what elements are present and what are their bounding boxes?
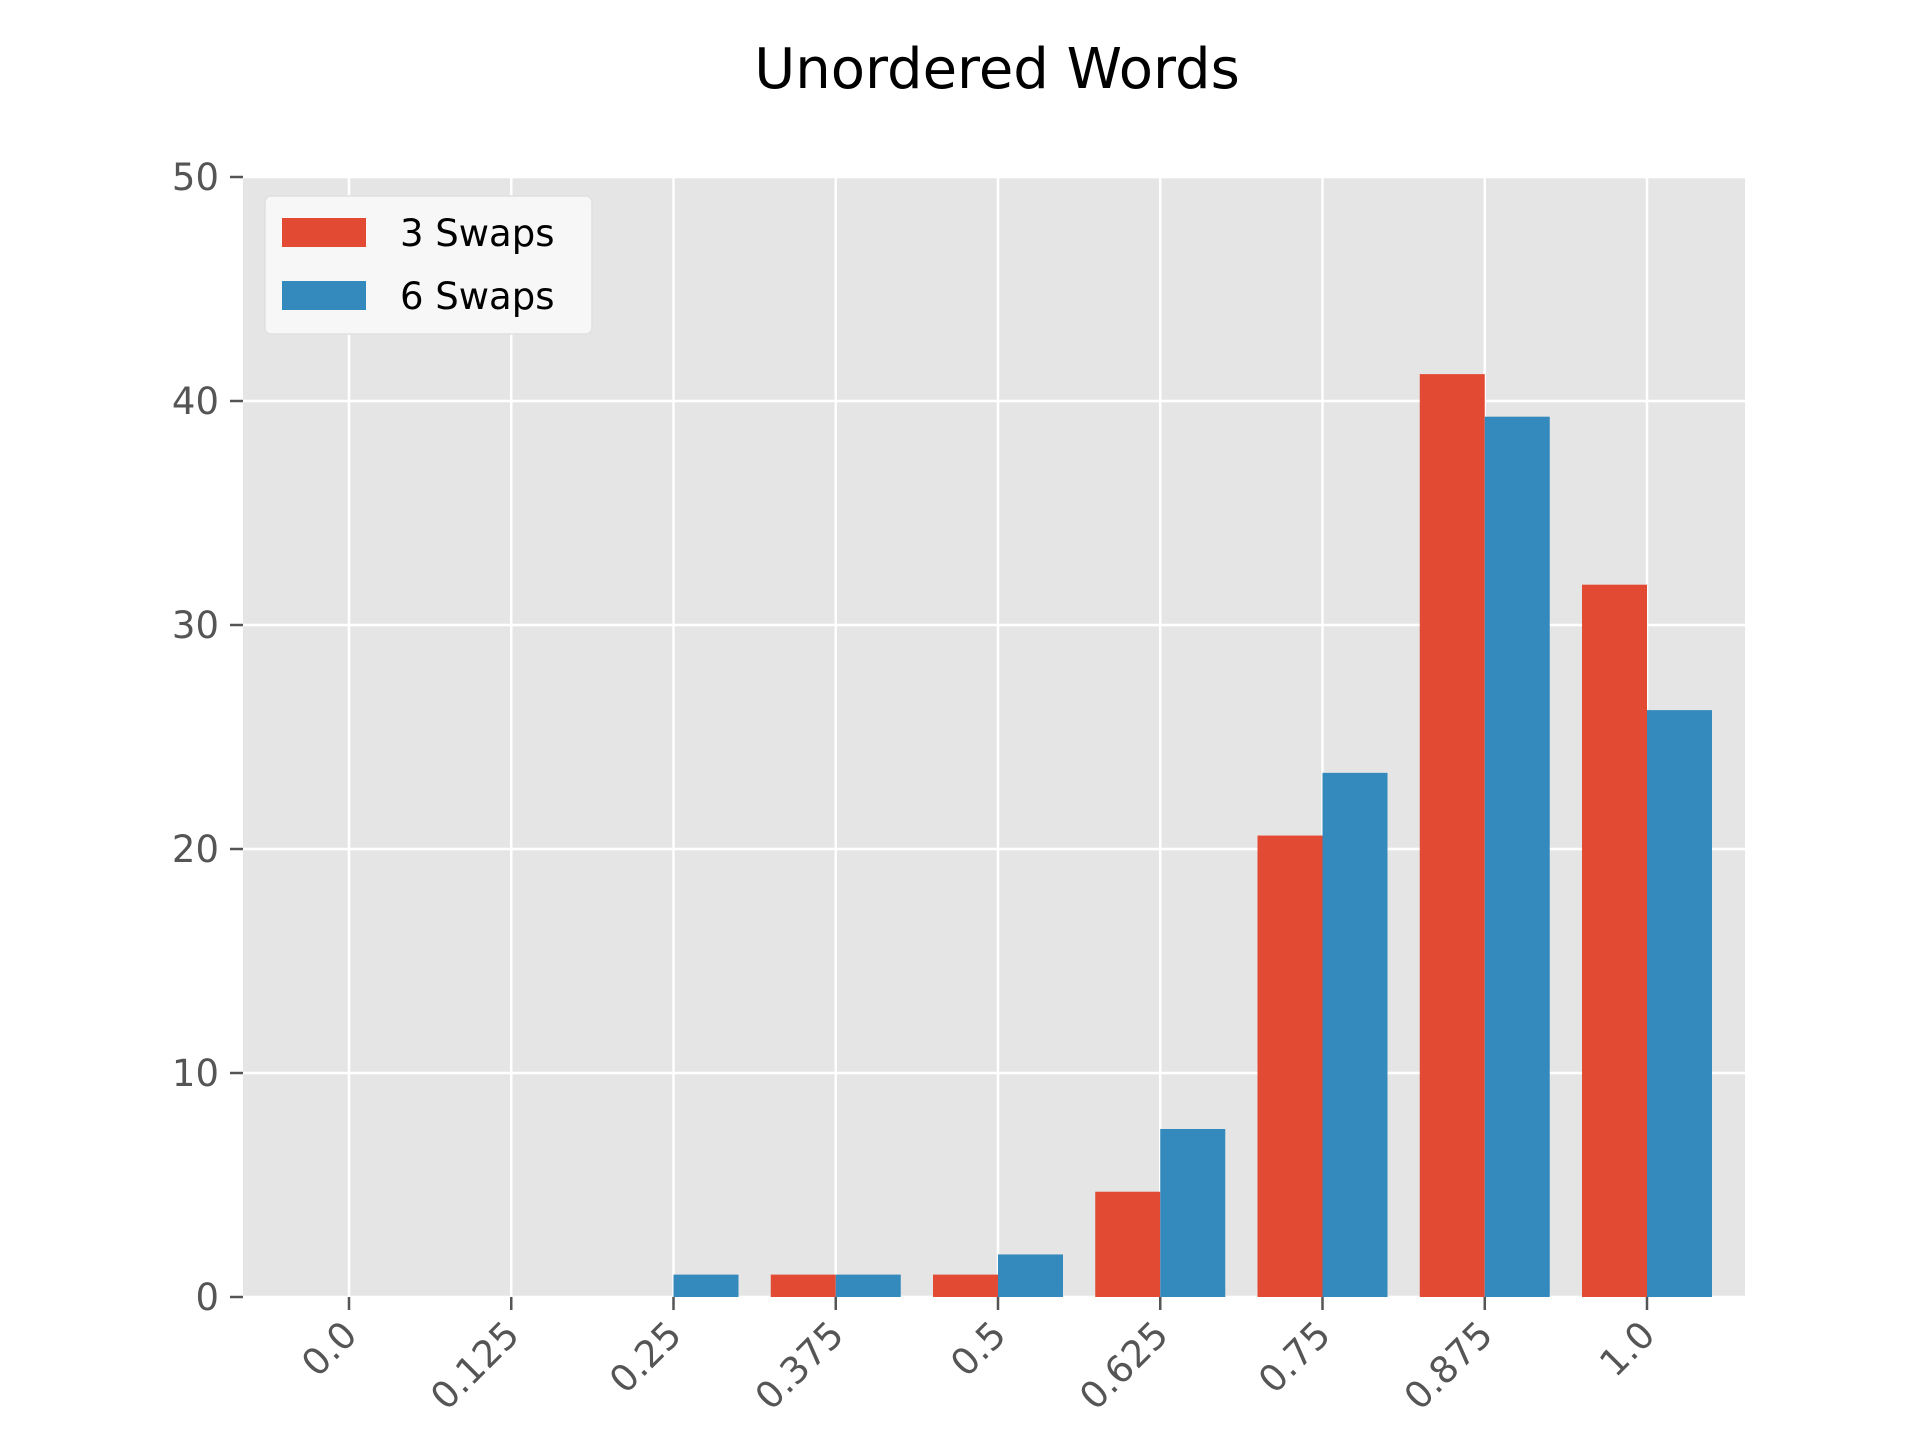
x-axis: 0.0 0.125 0.25 0.375 0.5 0.625 0.75 0.875 1.0 xyxy=(293,1297,1663,1418)
x-tick-label: 1.0 xyxy=(1591,1313,1663,1385)
x-tick-label: 0.25 xyxy=(601,1313,690,1402)
bar xyxy=(1419,374,1485,1297)
legend-swatch xyxy=(282,218,366,247)
x-tick-label: 0.125 xyxy=(422,1313,527,1418)
bar xyxy=(1322,772,1388,1297)
bar xyxy=(1160,1129,1226,1297)
y-axis: 0 10 20 30 40 50 xyxy=(172,156,243,1319)
y-tick-label: 20 xyxy=(172,828,219,871)
bar xyxy=(1484,416,1550,1297)
x-tick-label: 0.75 xyxy=(1250,1313,1339,1402)
chart-title: Unordered Words xyxy=(754,37,1240,102)
x-tick-label: 0.875 xyxy=(1396,1313,1501,1418)
y-tick-label: 50 xyxy=(172,156,219,199)
x-tick-label: 0.625 xyxy=(1071,1313,1176,1418)
bar xyxy=(1095,1191,1161,1297)
y-tick-label: 10 xyxy=(172,1052,219,1095)
legend-label: 3 Swaps xyxy=(400,212,555,255)
bar xyxy=(835,1274,901,1297)
y-tick-label: 30 xyxy=(172,604,219,647)
y-tick-label: 40 xyxy=(172,380,219,423)
bar xyxy=(770,1274,836,1297)
bar xyxy=(1582,584,1647,1297)
legend-swatch xyxy=(282,281,366,310)
legend-label: 6 Swaps xyxy=(400,275,555,318)
x-tick-label: 0.0 xyxy=(293,1313,365,1385)
series-2 xyxy=(673,416,1712,1297)
x-tick-label: 0.375 xyxy=(747,1313,852,1418)
series-1 xyxy=(770,374,1647,1297)
bar-series xyxy=(673,374,1712,1297)
bar xyxy=(998,1254,1063,1297)
bar xyxy=(1647,710,1712,1297)
bar xyxy=(673,1274,739,1297)
legend: 3 Swaps 6 Swaps xyxy=(264,195,593,335)
bar xyxy=(1257,835,1323,1297)
bar xyxy=(933,1274,998,1297)
x-tick-label: 0.5 xyxy=(942,1313,1014,1385)
y-tick-label: 0 xyxy=(195,1276,219,1319)
